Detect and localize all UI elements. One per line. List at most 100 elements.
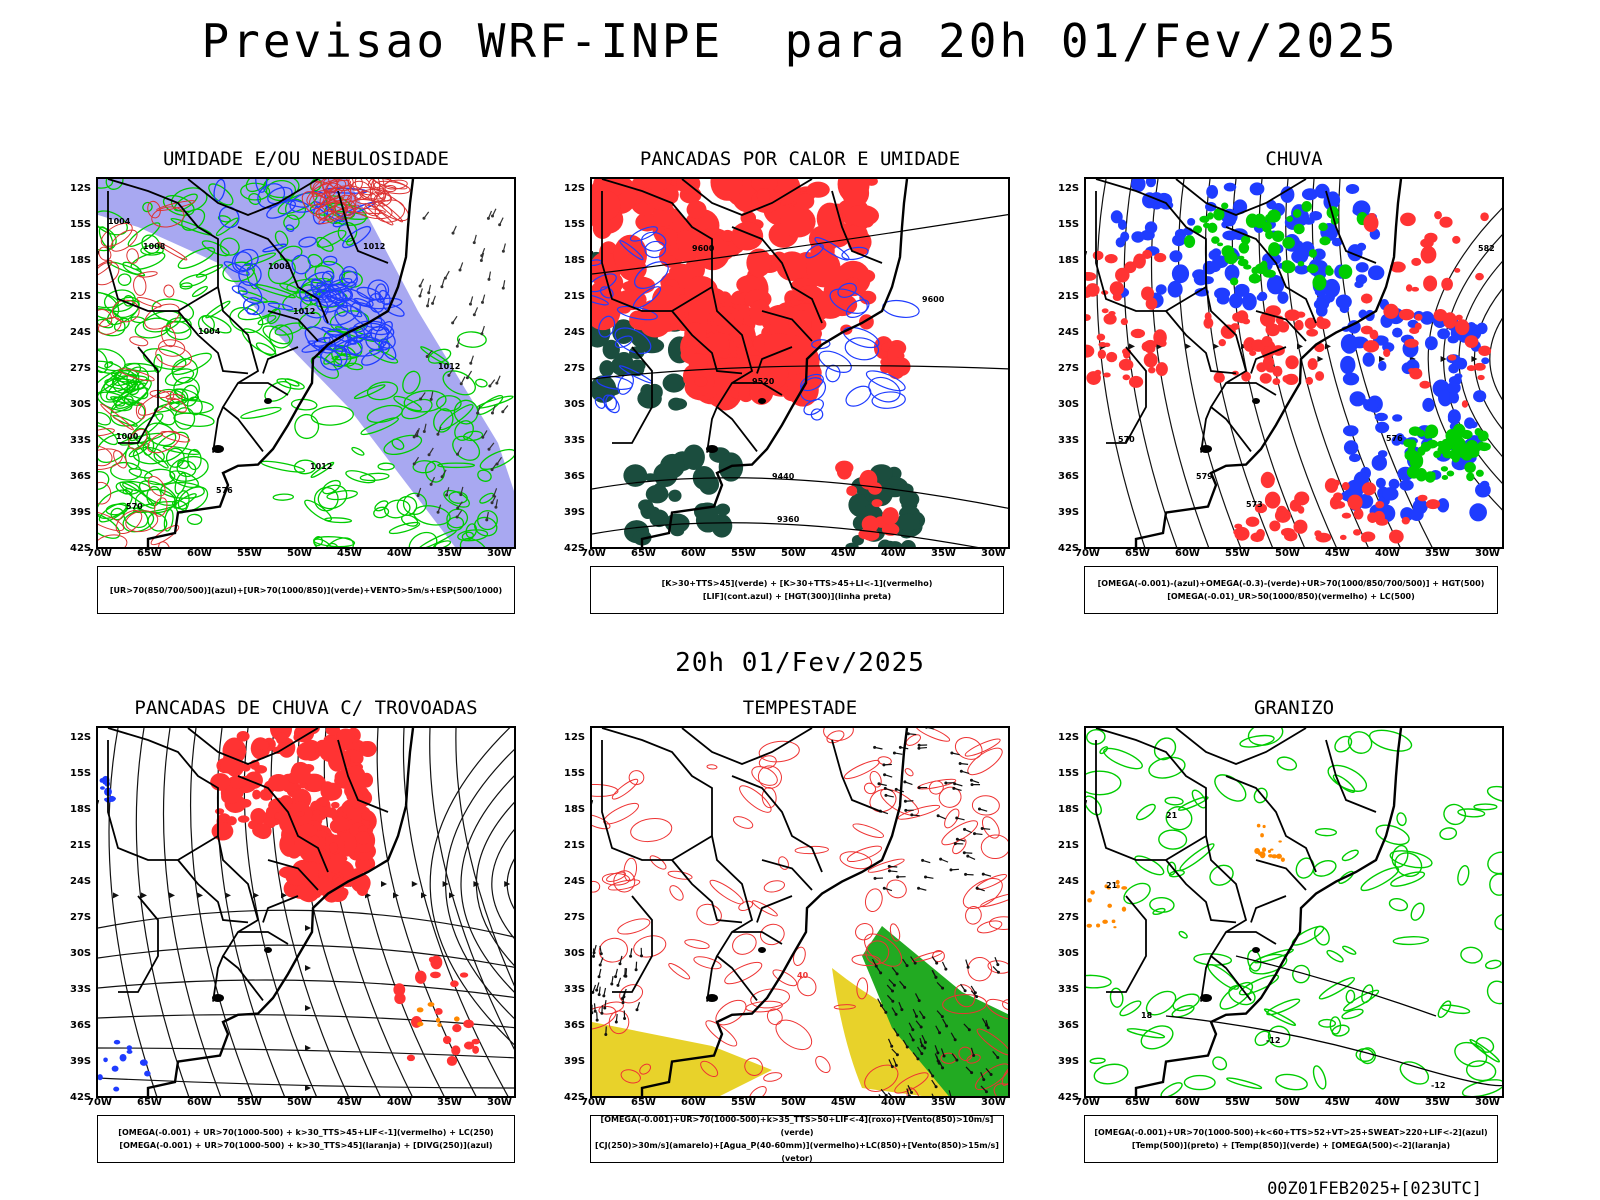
lat-tick-label: 12S xyxy=(1058,732,1080,743)
lon-tick-label: 70W xyxy=(581,548,606,559)
lon-tick-label: 55W xyxy=(1225,548,1250,559)
lat-tick-label: 30S xyxy=(564,399,586,410)
coastline xyxy=(1134,728,1403,1096)
hgt500-contour-label: 573 xyxy=(1246,500,1263,509)
coastline xyxy=(640,179,909,547)
country-border xyxy=(681,179,813,216)
country-border xyxy=(237,775,329,873)
coastline xyxy=(146,728,415,1096)
legend-line: [OMEGA(-0.001)+UR>70(1000-500)+k<60+TTS>… xyxy=(1094,1128,1488,1137)
lat-tick-label: 12S xyxy=(1058,183,1080,194)
wind-vectors-west xyxy=(592,944,644,1036)
lon-tick-label: 55W xyxy=(237,548,262,559)
lon-tick-label: 55W xyxy=(237,1097,262,1108)
country-border xyxy=(732,382,783,396)
country-border xyxy=(1095,728,1252,1001)
country-border xyxy=(1325,739,1377,813)
lon-tick-label: 30W xyxy=(981,1097,1006,1108)
pressure-contour-label: 1004 xyxy=(198,327,221,336)
lagoon-marker xyxy=(758,947,766,953)
lat-tick-label: 39S xyxy=(1058,1056,1080,1067)
pressure-contour-label: 1012 xyxy=(363,242,385,251)
legend-chuva: [OMEGA(-0.001)-(azul)+OMEGA(-0.3)-(verde… xyxy=(1084,566,1498,614)
country-border xyxy=(1095,179,1252,452)
country-border xyxy=(262,895,299,923)
lon-tick-label: 60W xyxy=(1175,1097,1200,1108)
lon-tick-label: 65W xyxy=(1125,1097,1150,1108)
lon-tick-label: 50W xyxy=(781,1097,806,1108)
country-border xyxy=(1225,226,1317,324)
lat-tick-label: 18S xyxy=(564,255,586,266)
legend-pancadas-calor: [K>30+TTS>45](verde) + [K>30+TTS>45+LI<-… xyxy=(590,566,1004,614)
lat-tick-label: 12S xyxy=(70,183,92,194)
legend-line: [OMEGA(-0.001) + UR>70(1000-500) + k>30_… xyxy=(119,1141,493,1150)
pressure-contour-label: 570 xyxy=(126,502,143,511)
country-border xyxy=(831,190,883,264)
legend-line: [OMEGA(-0.001)-(azul)+OMEGA(-0.3)-(verde… xyxy=(1097,579,1485,588)
map-canvas: 582 576 570 573 579 xyxy=(1086,179,1502,547)
country-border xyxy=(107,740,219,861)
country-border xyxy=(238,931,289,945)
lat-tick-label: 24S xyxy=(564,327,586,338)
lat-tick-label: 39S xyxy=(70,507,92,518)
lagoon-marker xyxy=(706,994,718,1002)
legend-granizo: [OMEGA(-0.001)+UR>70(1000-500)+k<60+TTS>… xyxy=(1084,1115,1498,1163)
country-border xyxy=(601,740,713,861)
lon-tick-label: 55W xyxy=(731,1097,756,1108)
hgt-contour-label: 9600 xyxy=(922,295,945,304)
lat-tick-label: 42S xyxy=(1058,543,1080,554)
country-border xyxy=(601,728,758,1001)
lat-tick-label: 27S xyxy=(70,363,92,374)
lon-tick-label: 40W xyxy=(387,1097,412,1108)
country-border xyxy=(706,955,718,1002)
pressure-contour-label: 1008 xyxy=(143,242,166,251)
lon-tick-label: 45W xyxy=(831,548,856,559)
lat-tick-label: 42S xyxy=(70,543,92,554)
lon-tick-label: 70W xyxy=(581,1097,606,1108)
lat-tick-label: 42S xyxy=(564,543,586,554)
lon-tick-label: 45W xyxy=(1325,548,1350,559)
lon-tick-label: 40W xyxy=(881,1097,906,1108)
lat-tick-label: 18S xyxy=(70,804,92,815)
lon-tick-label: 35W xyxy=(437,548,462,559)
map-canvas: 40 xyxy=(592,728,1008,1096)
lat-tick-label: 21S xyxy=(1058,291,1080,302)
lat-tick-label: 18S xyxy=(70,255,92,266)
country-border xyxy=(1165,310,1237,375)
lat-tick-label: 30S xyxy=(70,399,92,410)
lagoon-marker xyxy=(264,398,272,404)
pressure-contour-label: 1000 xyxy=(116,432,139,441)
lon-tick-label: 30W xyxy=(1475,548,1500,559)
legend-line: [OMEGA(-0.001)+UR>70(1000-500)+k>35_TTS>… xyxy=(600,1115,994,1137)
country-border xyxy=(262,346,299,374)
country-border xyxy=(612,895,653,993)
lon-tick-label: 35W xyxy=(931,548,956,559)
lat-tick-label: 24S xyxy=(1058,876,1080,887)
country-border xyxy=(237,226,329,324)
lon-tick-label: 50W xyxy=(287,548,312,559)
temp-contour-label: 21 xyxy=(1106,881,1118,890)
country-border xyxy=(177,859,249,924)
lat-tick-label: 24S xyxy=(564,876,586,887)
lon-tick-label: 70W xyxy=(1075,548,1100,559)
hgt500-contour-label: 579 xyxy=(1196,472,1213,481)
country-border xyxy=(756,346,793,374)
lat-tick-label: 21S xyxy=(70,840,92,851)
country-border xyxy=(831,739,883,813)
lon-tick-label: 65W xyxy=(631,1097,656,1108)
lat-tick-label: 36S xyxy=(564,1020,586,1031)
map-pancadas-calor: 9600 9600 9520 9440 9360 xyxy=(590,177,1010,549)
country-border xyxy=(681,728,813,765)
country-border xyxy=(1325,190,1377,264)
lagoon-marker xyxy=(1200,994,1212,1002)
lat-tick-label: 39S xyxy=(564,507,586,518)
footer-run-info: 00Z01FEB2025+[023UTC] xyxy=(1267,1179,1482,1199)
lon-tick-label: 45W xyxy=(337,1097,362,1108)
wind-vectors-jet xyxy=(871,956,1000,1096)
lon-tick-label: 30W xyxy=(981,548,1006,559)
panel-title-umidade: UMIDADE E/OU NEBULOSIDADE xyxy=(163,148,449,170)
country-border xyxy=(187,728,319,765)
lat-tick-label: 33S xyxy=(564,984,586,995)
country-border xyxy=(118,346,159,444)
pressure-contour-label: 1008 xyxy=(268,262,291,271)
